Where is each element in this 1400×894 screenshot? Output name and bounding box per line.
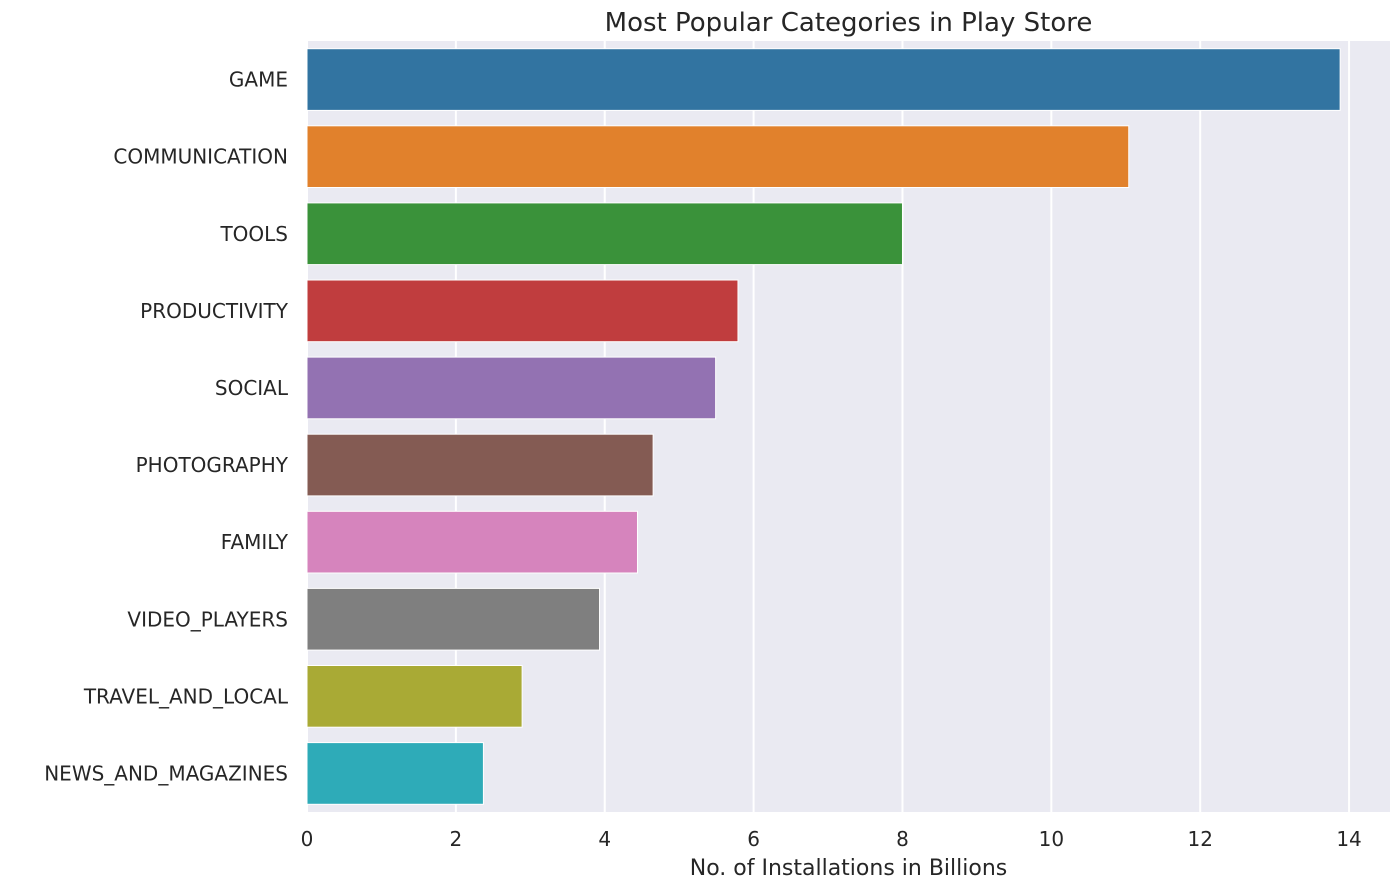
bar-video-players <box>307 588 600 650</box>
x-tick-label: 14 <box>1336 827 1361 851</box>
category-label: NEWS_AND_MAGAZINES <box>44 761 288 785</box>
bar-tools <box>307 203 902 265</box>
category-label: PHOTOGRAPHY <box>136 453 289 477</box>
category-label: PRODUCTIVITY <box>140 299 289 323</box>
bar-travel-and-local <box>307 666 522 728</box>
x-axis-label: No. of Installations in Billions <box>690 856 1007 881</box>
x-tick-labels: 0 2 4 6 8 10 12 14 <box>301 827 1362 851</box>
category-labels: GAME COMMUNICATION TOOLS PRODUCTIVITY SOCIAL… <box>44 68 289 786</box>
bar-game <box>307 49 1340 111</box>
x-tick-label: 4 <box>598 827 611 851</box>
x-tick-label: 0 <box>301 827 314 851</box>
category-label: TRAVEL_AND_LOCAL <box>83 684 289 708</box>
x-tick-label: 2 <box>449 827 462 851</box>
category-label: TOOLS <box>219 222 288 246</box>
x-tick-label: 8 <box>896 827 909 851</box>
bar-family <box>307 511 637 573</box>
category-label: VIDEO_PLAYERS <box>127 607 288 631</box>
category-label: FAMILY <box>221 530 289 554</box>
x-tick-label: 6 <box>747 827 760 851</box>
category-label: SOCIAL <box>215 376 289 400</box>
bar-photography <box>307 434 653 496</box>
x-tick-label: 12 <box>1187 827 1212 851</box>
chart-title: Most Popular Categories in Play Store <box>605 8 1093 38</box>
category-label: COMMUNICATION <box>113 145 288 169</box>
category-label: GAME <box>229 68 288 92</box>
bar-social <box>307 357 716 419</box>
bar-news-and-magazines <box>307 743 483 805</box>
x-tick-label: 10 <box>1039 827 1064 851</box>
bar-productivity <box>307 280 738 342</box>
bar-communication <box>307 126 1129 188</box>
